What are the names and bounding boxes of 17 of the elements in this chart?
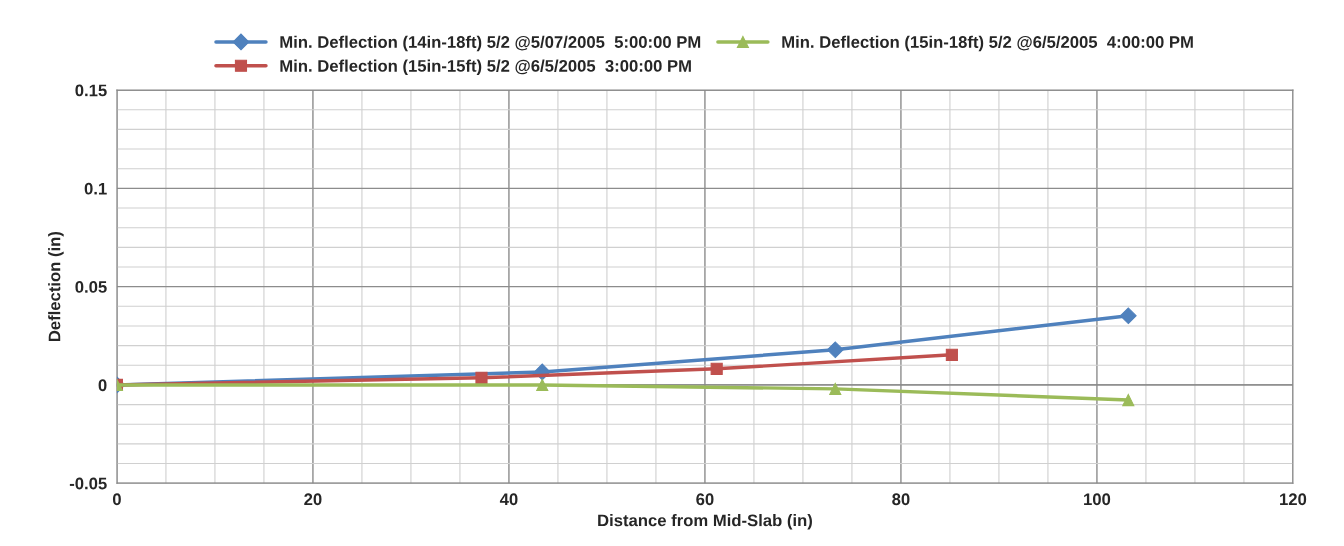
x-tick-label: 60 [696,493,714,506]
x-axis-title: Distance from Mid-Slab (in) [598,514,812,530]
x-tick-label: 100 [1084,493,1111,506]
legend-label: Min. Deflection (15in-15ft) 5/2 @6/5/2005 3:00:00 PM [280,59,691,76]
legend-label: Min. Deflection (15in-18ft) 5/2 @6/5/2005 4:00:00 PM [782,35,1193,52]
y-tick-label: 0 [98,379,107,392]
x-tick-label: 120 [1280,493,1307,506]
x-tick-label: 80 [892,493,910,506]
y-tick-label: 0.05 [75,281,107,293]
y-axis-title: Deflection (in) [48,231,64,342]
y-tick-label: 0.15 [75,84,107,97]
x-tick-label: 40 [499,493,518,506]
y-tick-label: 0.1 [84,182,107,195]
x-tick-label: 20 [304,493,322,506]
y-tick-label: -0.05 [69,477,107,490]
x-tick-label: 0 [112,493,121,506]
legend-label: Min. Deflection (14in-18ft) 5/2 @5/07/2005 5:00:00 PM [280,35,701,52]
